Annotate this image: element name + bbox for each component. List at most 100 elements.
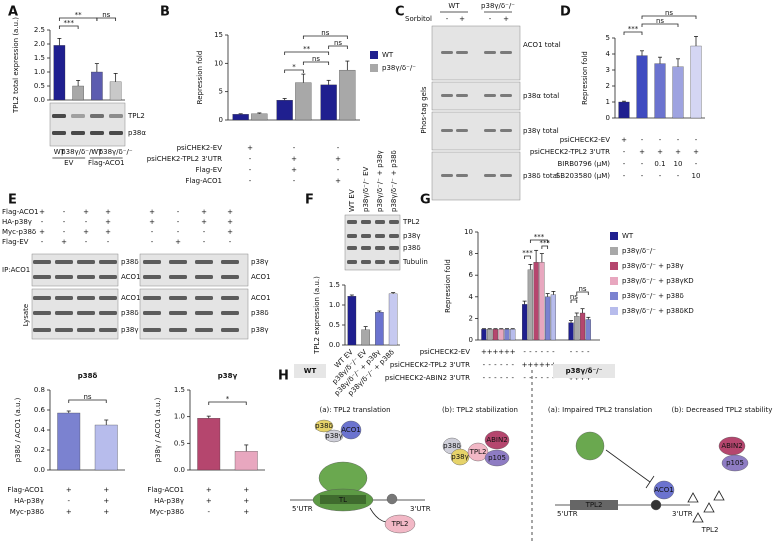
blot-band — [389, 260, 399, 264]
blot-band — [169, 275, 187, 279]
caption: (b): Decreased TPL2 stability — [672, 406, 773, 414]
panel-label: A — [8, 5, 18, 20]
utr-label: 3'UTR — [672, 510, 693, 518]
y-tick-label: 2 — [469, 314, 473, 322]
row-label: Flag-EV — [2, 238, 29, 246]
x-tick-label: p38γ/δ⁻/⁻ — [61, 148, 95, 156]
blot-band — [375, 246, 385, 250]
y-tick-label: 0.5 — [34, 82, 45, 90]
y-tick-label: 0 — [219, 116, 223, 124]
legend-label: p38γ/δ⁻/⁻ + p38δ — [622, 292, 684, 300]
condition-mark: - — [641, 172, 644, 180]
bar — [498, 329, 504, 341]
legend-label: p38γ/δ⁻/⁻ + p38γKD — [622, 277, 694, 285]
condition-mark: - — [552, 348, 555, 356]
sig-label: *** — [540, 239, 551, 247]
condition-mark: - — [249, 177, 252, 185]
legend-swatch — [610, 232, 618, 240]
blot-band — [375, 220, 385, 224]
blot-band — [55, 275, 73, 279]
band-label: TPL2 — [402, 218, 420, 226]
protein-label: ACO1 — [341, 426, 361, 434]
condition-label: Flag-ACO1 — [147, 486, 184, 494]
condition-mark: + — [201, 218, 207, 226]
blot-band — [221, 328, 239, 332]
y-tick-label: 0.0 — [329, 341, 340, 349]
blot-band — [99, 275, 117, 279]
y-tick-label: 1.0 — [174, 413, 185, 421]
condition-mark: - — [177, 218, 180, 226]
blot-band — [456, 174, 468, 177]
y-tick-label: 10 — [214, 59, 223, 67]
legend-swatch — [370, 51, 378, 59]
sig-label: ns — [321, 29, 329, 37]
band-label: p38δ — [403, 244, 421, 252]
condition-mark: - — [677, 172, 680, 180]
condition-mark: - — [511, 361, 514, 369]
lane-label: p38γ/δ⁻/⁻ EV — [362, 166, 370, 212]
blot-band — [389, 220, 399, 224]
y-tick-label: 4 — [606, 50, 611, 58]
condition-label: Flag-ACO1 — [185, 177, 222, 185]
condition-label: psiCHECK2-EV — [420, 348, 470, 356]
condition-mark: - — [337, 166, 340, 174]
y-tick-label: 3 — [606, 66, 610, 74]
condition-mark: - — [581, 348, 584, 356]
condition-mark: 10 — [674, 160, 683, 168]
caption: (b): TPL2 stabilization — [442, 406, 518, 414]
sig-bracket — [570, 299, 578, 303]
y-tick-label: 1.5 — [329, 281, 340, 289]
blot-band — [55, 260, 73, 264]
sig-bracket — [284, 51, 330, 55]
condition-mark: - — [541, 348, 544, 356]
condition-mark: - — [529, 348, 532, 356]
condition-mark: 0.1 — [654, 160, 665, 168]
protein — [653, 480, 675, 500]
legend-label: WT — [382, 51, 394, 59]
y-tick-label: 0 — [469, 336, 473, 344]
condition-mark: + — [105, 218, 111, 226]
chart-title: p38δ — [78, 372, 98, 380]
bar — [504, 329, 510, 341]
condition-mark: - — [523, 348, 526, 356]
blot-band — [77, 328, 95, 332]
condition-mark: - — [85, 238, 88, 246]
protein — [575, 431, 605, 461]
blot-band — [221, 260, 239, 264]
condition-label: HA-p38γ — [154, 497, 184, 505]
condition-mark: + — [693, 148, 699, 156]
blot-band — [55, 311, 73, 315]
panel-label: G — [420, 193, 431, 208]
condition-label: Flag-ACO1 — [7, 486, 44, 494]
condition-mark: + — [459, 15, 465, 23]
band-label: p38δ total — [523, 172, 559, 180]
band-label: p38γ total — [523, 127, 559, 135]
condition-mark: - — [500, 361, 503, 369]
condition-label: Myc-p38δ — [10, 508, 44, 516]
condition-mark: - — [695, 136, 698, 144]
condition-mark: + — [545, 361, 551, 369]
condition-mark: + — [522, 361, 528, 369]
condition-mark: - — [541, 374, 544, 382]
condition-mark: + — [39, 208, 45, 216]
condition-mark: + — [105, 208, 111, 216]
condition-mark: 10 — [692, 172, 701, 180]
condition-mark: + — [247, 144, 253, 152]
band-label: ACO1 — [251, 273, 271, 281]
panel-label: E — [8, 193, 17, 208]
condition-mark: - — [63, 228, 66, 236]
condition-mark: - — [107, 238, 110, 246]
caption: (a): TPL2 translation — [319, 406, 390, 414]
blot-band — [33, 311, 51, 315]
y-tick-label: 2.0 — [34, 40, 45, 48]
condition-mark: + — [533, 361, 539, 369]
blot-band — [52, 131, 66, 135]
bar — [492, 329, 499, 341]
condition-mark: + — [103, 486, 109, 494]
blot — [31, 253, 119, 287]
blot-band — [33, 260, 51, 264]
blot-band — [90, 114, 104, 118]
legend-label: p38γ/δ⁻/⁻ — [622, 247, 656, 255]
protein — [721, 454, 749, 472]
condition-label: Flag-EV — [196, 166, 223, 174]
